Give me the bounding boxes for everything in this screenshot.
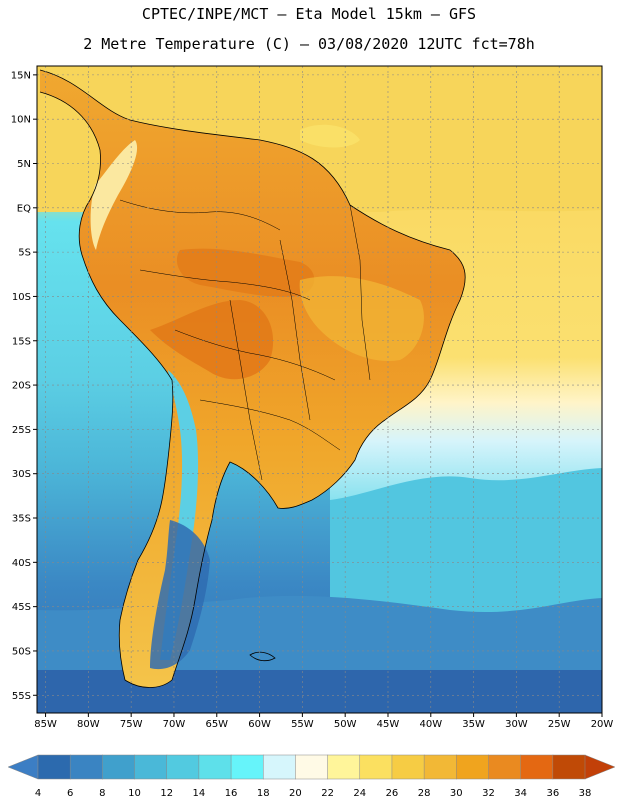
colorbar-swatch bbox=[198, 754, 232, 780]
latitude-axis: 15N 10N 5N EQ 5S 10S 15S 20S 25S 30S 35S 40S 45S 50S 5… bbox=[11, 70, 37, 702]
lat-label: EQ bbox=[17, 203, 31, 214]
colorbar-label: 22 bbox=[321, 788, 334, 799]
colorbar-label: 20 bbox=[289, 788, 302, 799]
colorbar-label: 6 bbox=[67, 788, 73, 799]
lon-label: 70W bbox=[163, 719, 186, 730]
coastline-outline bbox=[39, 69, 466, 688]
colorbar-label: 30 bbox=[450, 788, 463, 799]
colorbar-label: 16 bbox=[225, 788, 238, 799]
patagonia-cold-region bbox=[150, 520, 210, 670]
colorbar-swatch bbox=[327, 754, 361, 780]
colorbar-under-arrow bbox=[7, 754, 39, 780]
colorbar-label: 24 bbox=[353, 788, 366, 799]
lon-label: 35W bbox=[462, 719, 485, 730]
map-title-line2: 2 Metre Temperature (C) – 03/08/2020 12U… bbox=[83, 35, 535, 53]
lat-label: 10N bbox=[11, 115, 31, 126]
colorbar-swatch bbox=[391, 754, 425, 780]
map-title-line1: CPTEC/INPE/MCT – Eta Model 15km – GFS bbox=[141, 5, 477, 23]
colorbar-label: 26 bbox=[386, 788, 399, 799]
lat-label: 15S bbox=[12, 336, 31, 347]
colorbar-swatch bbox=[359, 754, 393, 780]
lat-label: 10S bbox=[12, 292, 31, 303]
lon-label: 25W bbox=[548, 719, 571, 730]
lon-label: 55W bbox=[291, 719, 314, 730]
lat-lon-gridlines bbox=[37, 66, 603, 713]
lat-label: 55S bbox=[12, 691, 31, 702]
amazon-hot-region bbox=[150, 300, 274, 380]
south-america-landmass bbox=[40, 70, 466, 688]
colorbar-swatch bbox=[262, 754, 296, 780]
lon-label: 45W bbox=[377, 719, 400, 730]
central-hot-region bbox=[176, 248, 315, 297]
lon-label: 65W bbox=[205, 719, 228, 730]
map-frame bbox=[36, 65, 603, 714]
colorbar-label: 34 bbox=[514, 788, 527, 799]
colorbar-label: 28 bbox=[418, 788, 431, 799]
lat-label: 30S bbox=[12, 469, 31, 480]
lon-label: 30W bbox=[505, 719, 528, 730]
colorbar-swatch bbox=[488, 754, 522, 780]
colorbar-label: 14 bbox=[193, 788, 206, 799]
lat-label: 20S bbox=[12, 381, 31, 392]
colorbar-swatch bbox=[456, 754, 490, 780]
lat-label: 5N bbox=[17, 159, 31, 170]
colorbar-label: 38 bbox=[579, 788, 592, 799]
colorbar-label: 10 bbox=[128, 788, 141, 799]
lon-label: 60W bbox=[248, 719, 271, 730]
colorbar-swatch bbox=[102, 754, 136, 780]
colorbar-swatch bbox=[134, 754, 168, 780]
lat-label: 25S bbox=[12, 425, 31, 436]
colorbar-swatch bbox=[69, 754, 103, 780]
far-south-cold-field bbox=[37, 670, 602, 713]
lat-label: 15N bbox=[11, 70, 31, 81]
lat-label: 35S bbox=[12, 514, 31, 525]
colorbar-label: 12 bbox=[160, 788, 173, 799]
colorbar-label: 4 bbox=[35, 788, 41, 799]
country-borders bbox=[119, 199, 371, 481]
colorbar-over-arrow bbox=[584, 754, 616, 780]
colorbar-swatch bbox=[520, 754, 554, 780]
lon-label: 20W bbox=[591, 719, 614, 730]
lon-label: 85W bbox=[34, 719, 57, 730]
lat-label: 5S bbox=[18, 248, 31, 259]
lat-label: 50S bbox=[12, 646, 31, 657]
lon-label: 40W bbox=[419, 719, 442, 730]
colorbar-label: 32 bbox=[482, 788, 495, 799]
temperature-colorbar: 4 6 8 10 12 14 16 18 20 22 24 26 28 30 32 34 36 38 bbox=[7, 754, 616, 799]
andes-north-cool-strip bbox=[90, 140, 138, 250]
colorbar-swatch bbox=[230, 754, 264, 780]
colorbar-swatch bbox=[37, 754, 71, 780]
lon-label: 75W bbox=[120, 719, 143, 730]
colorbar-swatch bbox=[295, 754, 329, 780]
colorbar-label: 36 bbox=[546, 788, 559, 799]
colorbar-swatch bbox=[552, 754, 586, 780]
map-field bbox=[37, 66, 602, 713]
colorbar-swatch bbox=[166, 754, 200, 780]
lon-label: 80W bbox=[77, 719, 100, 730]
longitude-axis: 85W 80W 75W 70W 65W 60W 55W 50W 45W 40W 35W 30W 25W 2… bbox=[34, 713, 613, 730]
colorbar-label: 18 bbox=[257, 788, 270, 799]
lat-label: 40S bbox=[12, 558, 31, 569]
lon-label: 50W bbox=[334, 719, 357, 730]
colorbar-swatch bbox=[423, 754, 457, 780]
colorbar-label: 8 bbox=[99, 788, 105, 799]
lat-label: 45S bbox=[12, 602, 31, 613]
